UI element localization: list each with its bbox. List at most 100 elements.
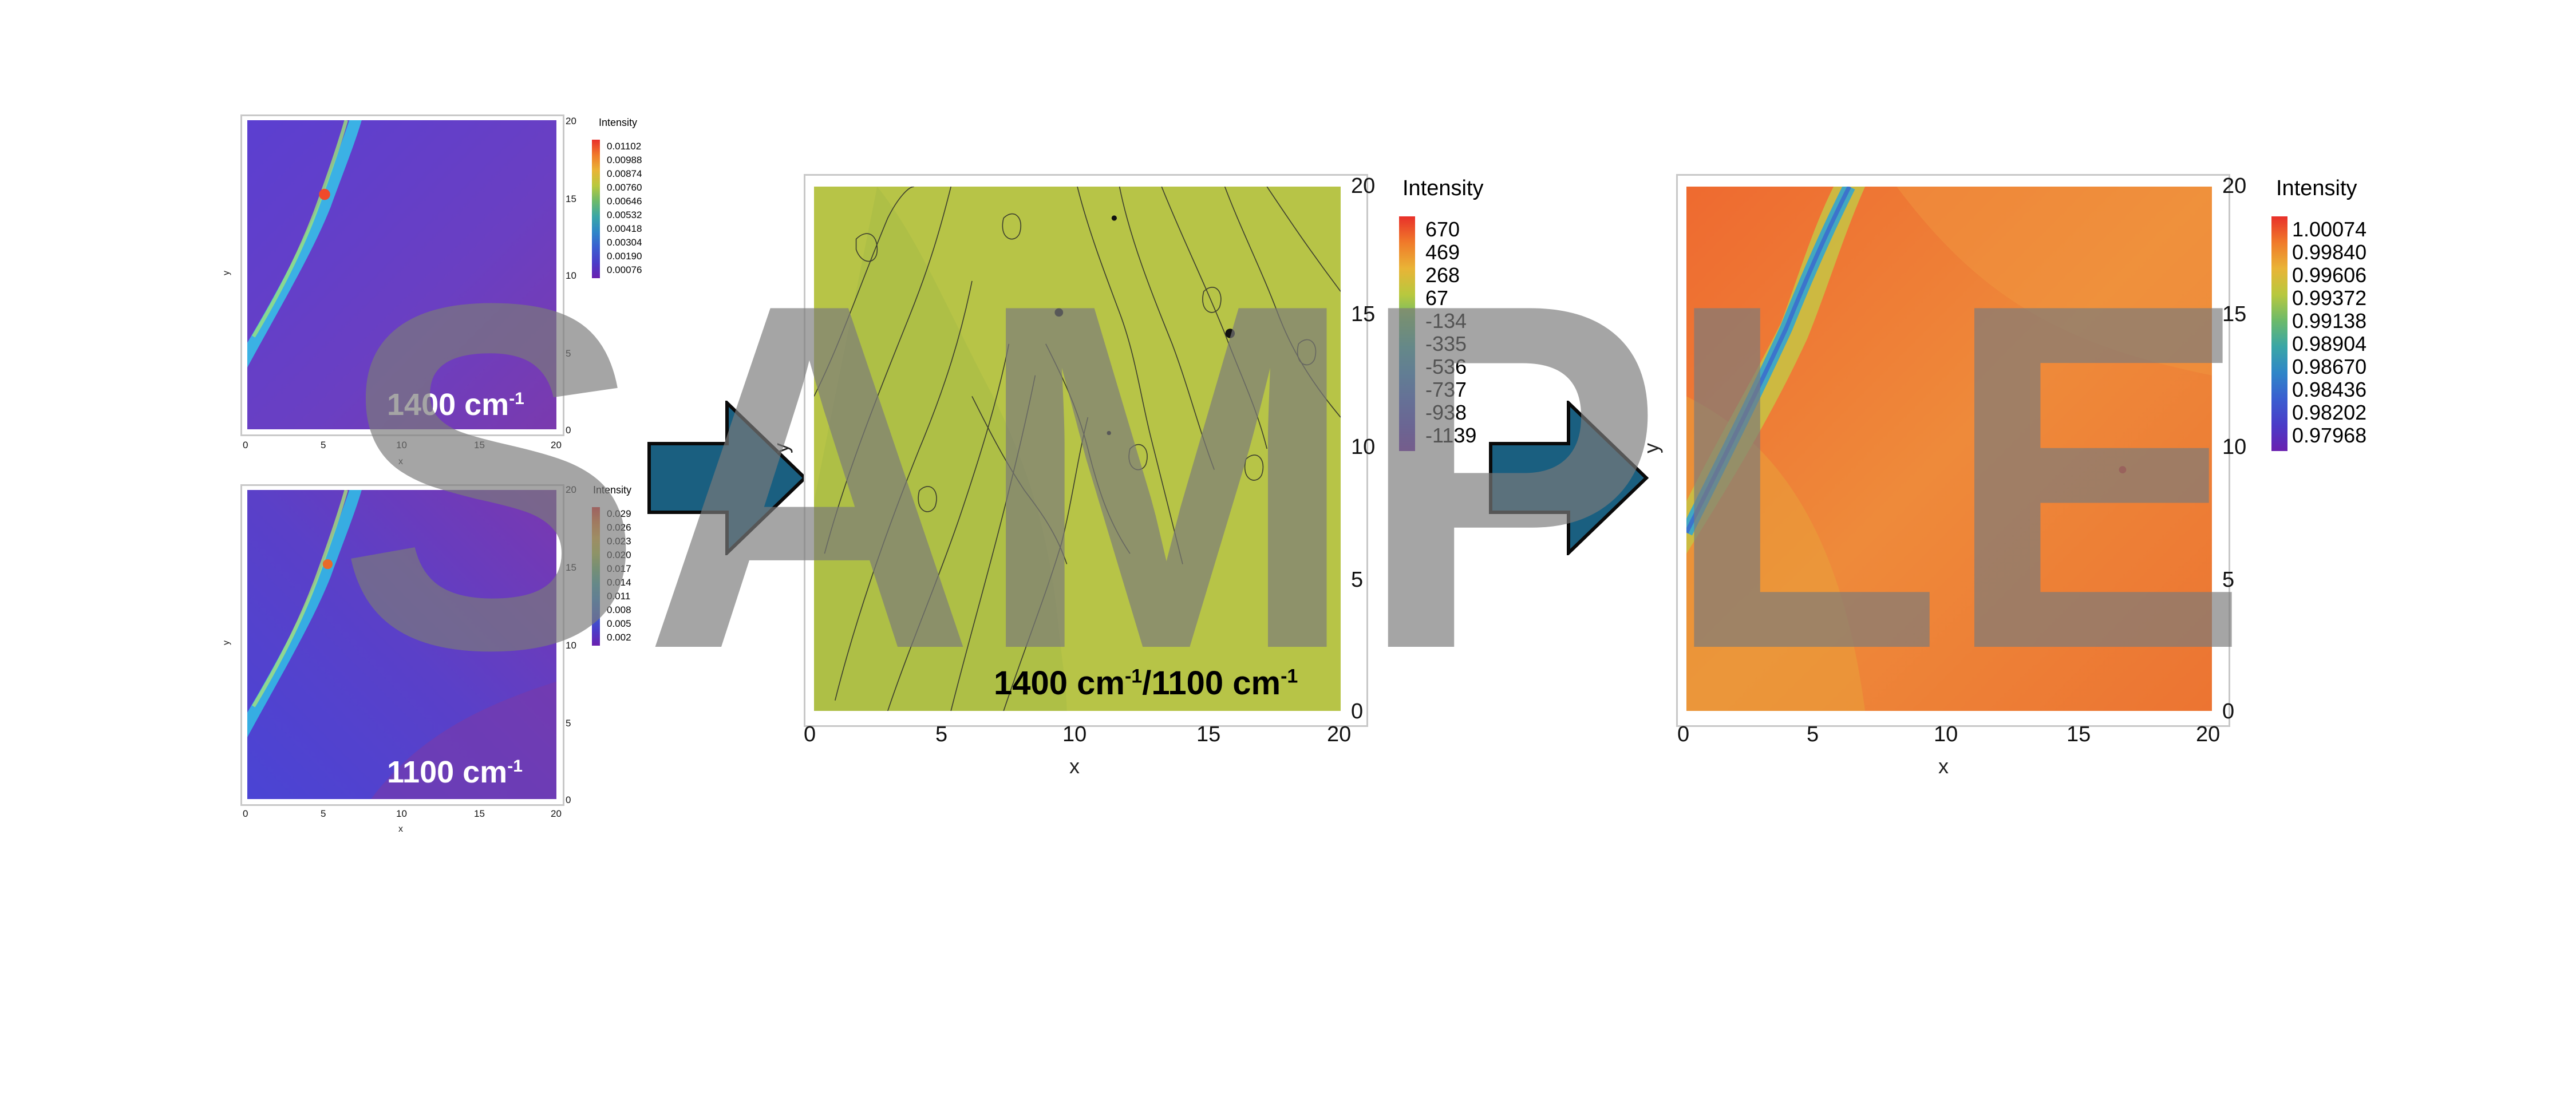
x-tick-label: 5 (1807, 722, 1819, 746)
colorbar-tick: 0.00988 (607, 155, 642, 165)
colorbar-tick: 0.023 (607, 536, 631, 547)
x-tick-label: 15 (474, 808, 485, 819)
y-tick-label: 10 (2222, 435, 2247, 459)
ratio-label: 1400 cm-1/1100 cm-1 (994, 665, 1298, 702)
colorbar-tick: 0.00532 (607, 209, 642, 220)
colorbar-tick: -335 (1425, 332, 1467, 355)
heatmap-plot-area (814, 187, 1341, 711)
x-tick-label: 20 (2196, 722, 2221, 746)
y-tick-label: 5 (566, 348, 571, 359)
colorbar-tick: 0.00304 (607, 237, 642, 248)
x-tick-label: 15 (474, 440, 485, 450)
colorbar-tick: -536 (1425, 355, 1467, 378)
y-tick-label: 15 (566, 562, 576, 573)
y-axis-label: y (1639, 443, 1663, 453)
y-axis-label: y (222, 271, 231, 275)
colorbar-tick: 469 (1425, 240, 1460, 264)
colorbar-title: Intensity (593, 484, 632, 496)
x-tick-label: 15 (1196, 722, 1221, 746)
colorbar-tick: -1139 (1425, 424, 1477, 447)
colorbar-title: Intensity (1402, 176, 1484, 200)
y-tick-label: 15 (566, 193, 576, 204)
x-tick-label: 20 (551, 440, 562, 450)
heatmap-image (814, 187, 1341, 711)
x-tick-label: 0 (804, 722, 816, 746)
colorbar-tick: -134 (1425, 309, 1467, 333)
colorbar-tick: 0.01102 (607, 141, 642, 152)
colorbar-tick: 0.98436 (2292, 378, 2367, 401)
right-arrow-icon (1489, 401, 1649, 555)
y-tick-label: 20 (1351, 174, 1376, 198)
colorbar-tick: 0.026 (607, 522, 631, 533)
colorbar-tick: 0.98670 (2292, 355, 2367, 378)
colorbar-tick: 0.005 (607, 618, 631, 629)
colorbar-tick: 0.00418 (607, 223, 642, 234)
colorbar-tick: 0.98904 (2292, 332, 2367, 355)
y-tick-label: 20 (566, 116, 576, 126)
y-tick-label: 5 (566, 718, 571, 729)
heatmap-image (247, 120, 556, 429)
heatmap-image (1686, 187, 2212, 711)
x-tick-label: 0 (243, 440, 248, 450)
y-tick-label: 10 (566, 270, 576, 281)
colorbar-tick: 0.97968 (2292, 424, 2367, 447)
x-tick-label: 20 (1327, 722, 1352, 746)
colorbar-tick: 0.029 (607, 508, 631, 519)
colorbar-tick: 0.011 (607, 591, 631, 602)
x-tick-label: 5 (321, 440, 326, 450)
y-tick-label: 5 (2222, 568, 2235, 592)
colorbar-tick: 0.020 (607, 550, 631, 560)
y-tick-label: 0 (2222, 699, 2235, 724)
y-tick-label: 10 (1351, 435, 1376, 459)
colorbar-tick: 1.00074 (2292, 218, 2367, 241)
x-tick-label: 10 (396, 440, 407, 450)
y-axis-label: y (222, 641, 231, 645)
colorbar-tick: 0.00646 (607, 196, 642, 207)
colorbar-tick: 670 (1425, 218, 1460, 241)
colorbar-tick: 0.017 (607, 563, 631, 574)
colorbar-tick: 0.99138 (2292, 309, 2367, 333)
wavenumber-label: 1100 cm-1 (387, 755, 523, 789)
colorbar-tick: 0.98202 (2292, 401, 2367, 424)
colorbar-tick: 0.008 (607, 604, 631, 615)
colorbar (1399, 216, 1415, 451)
colorbar-tick: -737 (1425, 378, 1467, 401)
colorbar-tick: 0.014 (607, 577, 631, 588)
colorbar (2271, 216, 2287, 451)
colorbar-tick: 0.002 (607, 632, 631, 643)
colorbar (592, 140, 600, 278)
colorbar-tick: 0.00874 (607, 168, 642, 179)
x-tick-label: 0 (243, 808, 248, 819)
colorbar-tick: 0.99840 (2292, 240, 2367, 264)
x-tick-label: 10 (1934, 722, 1958, 746)
y-tick-label: 15 (1351, 302, 1376, 326)
y-tick-label: 20 (2222, 174, 2247, 198)
x-tick-label: 0 (1677, 722, 1690, 746)
x-tick-label: 10 (1062, 722, 1087, 746)
colorbar-tick: 0.00190 (607, 251, 642, 262)
y-tick-label: 20 (566, 484, 576, 495)
colorbar-tick: 0.00076 (607, 264, 642, 275)
x-tick-label: 5 (321, 808, 326, 819)
colorbar (592, 507, 600, 646)
x-tick-label: 5 (935, 722, 948, 746)
x-axis-label: x (398, 457, 403, 467)
y-tick-label: 5 (1351, 568, 1364, 592)
colorbar-tick: 0.99372 (2292, 286, 2367, 310)
colorbar-title: Intensity (2276, 176, 2357, 200)
y-tick-label: 0 (1351, 699, 1364, 724)
colorbar-tick: 0.00760 (607, 182, 642, 193)
x-axis-label: x (398, 824, 403, 834)
y-tick-label: 0 (566, 425, 571, 436)
x-tick-label: 10 (396, 808, 407, 819)
wavenumber-label: 1400 cm-1 (387, 388, 524, 422)
colorbar-tick: 268 (1425, 263, 1460, 287)
colorbar-tick: 67 (1425, 286, 1449, 310)
heatmap-plot-area (247, 120, 556, 429)
colorbar-title: Intensity (599, 117, 638, 128)
heatmap-image (247, 490, 556, 799)
x-axis-label: x (1069, 754, 1080, 778)
y-axis-label: y (769, 443, 793, 453)
y-tick-label: 10 (566, 640, 576, 651)
colorbar-tick: 0.99606 (2292, 263, 2367, 287)
